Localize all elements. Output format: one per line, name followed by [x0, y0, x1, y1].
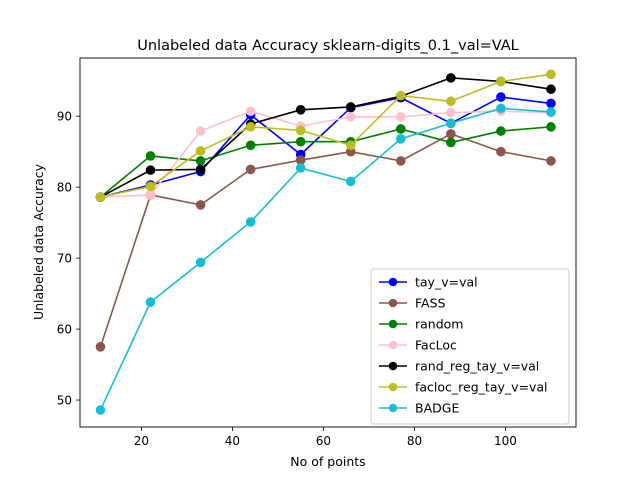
x-tick-label: 40	[225, 434, 240, 448]
legend-label: facloc_reg_tay_v=val	[415, 380, 548, 395]
legend-label: rand_reg_tay_v=val	[415, 359, 539, 374]
data-point	[345, 112, 356, 122]
legend-entry: BADGE	[379, 401, 459, 416]
data-point	[546, 107, 556, 117]
data-point	[446, 73, 456, 83]
data-point	[195, 164, 206, 175]
series-BADGE	[95, 103, 556, 415]
legend-marker	[388, 319, 398, 329]
legend-label: FacLoc	[415, 338, 457, 353]
legend-marker	[388, 340, 398, 350]
legend-marker	[388, 277, 398, 287]
data-point	[546, 122, 556, 132]
legend-label: FASS	[415, 296, 446, 311]
data-point	[345, 102, 356, 112]
data-point	[496, 146, 506, 157]
data-point	[95, 192, 106, 202]
data-point	[396, 156, 406, 166]
data-point	[245, 106, 256, 117]
data-point	[195, 156, 206, 166]
legend-label: random	[415, 317, 463, 332]
series-line	[100, 96, 552, 198]
y-tick-label: 70	[57, 252, 72, 266]
data-point	[195, 146, 206, 156]
data-point	[446, 107, 456, 118]
data-point	[195, 257, 206, 268]
data-point	[245, 164, 256, 175]
data-point	[95, 342, 106, 352]
chart-title: Unlabeled data Accuracy sklearn-digits_0…	[137, 38, 519, 54]
x-axis-label: No of points	[290, 454, 365, 469]
series-line	[99, 107, 552, 411]
axes-frame	[79, 57, 577, 428]
legend-marker	[388, 361, 398, 371]
legend-entry: tay_v=val	[379, 275, 478, 290]
data-point	[295, 105, 306, 115]
data-point	[496, 92, 506, 102]
data-point	[546, 156, 556, 166]
x-tick-label: 20	[134, 434, 149, 448]
data-point	[446, 118, 456, 129]
data-point	[145, 165, 156, 175]
data-point	[396, 90, 406, 101]
legend-label: tay_v=val	[415, 275, 478, 290]
data-point	[195, 200, 206, 210]
data-point	[546, 84, 556, 95]
data-point	[446, 96, 456, 107]
legend: tay_v=val FASS random FacLoc rand_reg_tay_v=…	[370, 268, 570, 425]
legend-box	[370, 268, 570, 425]
x-tick-label: 60	[316, 434, 331, 448]
data-point	[546, 69, 556, 80]
data-point	[295, 136, 306, 147]
data-point	[145, 151, 156, 161]
legend-entry: facloc_reg_tay_v=val	[379, 380, 548, 395]
series-line	[99, 133, 552, 348]
data-point	[345, 140, 356, 151]
legend-entry: rand_reg_tay_v=val	[379, 359, 539, 374]
legend-marker	[388, 403, 398, 413]
data-point	[245, 122, 256, 132]
series-line	[99, 126, 552, 198]
data-point	[446, 137, 456, 148]
x-tick-label: 100	[494, 434, 517, 448]
y-tick-label: 80	[57, 181, 72, 195]
data-point	[145, 297, 156, 307]
y-tick-label: 60	[57, 323, 72, 337]
series-line	[100, 77, 552, 198]
series-FASS	[95, 129, 556, 352]
y-tick-label: 90	[57, 110, 72, 124]
data-point	[145, 190, 156, 200]
y-tick-label: 50	[57, 394, 72, 408]
legend-entry: random	[379, 317, 463, 332]
series-line	[100, 110, 551, 198]
data-point	[95, 405, 106, 415]
y-axis-label: Unlabeled data Accuracy	[31, 163, 46, 320]
x-tick-label: 80	[407, 434, 422, 448]
data-point	[496, 126, 506, 136]
plot-area: 20 40 60 80 100 50 60 70 80 90	[57, 57, 577, 448]
data-point	[295, 125, 306, 136]
series-line	[100, 73, 552, 198]
series-facloc_reg_tay_v=val	[95, 69, 556, 202]
data-point	[345, 176, 356, 187]
legend-entry: FacLoc	[379, 338, 457, 353]
legend-marker	[388, 298, 398, 308]
legend-marker	[388, 382, 398, 392]
data-point	[496, 103, 506, 114]
data-point	[396, 112, 406, 122]
data-point	[245, 140, 256, 151]
data-point	[396, 124, 406, 134]
data-point	[195, 126, 206, 136]
data-point	[396, 134, 406, 144]
data-point	[446, 129, 456, 139]
data-point	[546, 98, 556, 109]
legend-label: BADGE	[415, 401, 459, 416]
data-point	[245, 217, 256, 227]
legend-entry: FASS	[379, 296, 446, 311]
data-point	[145, 181, 156, 192]
data-point	[496, 76, 506, 87]
data-point	[295, 163, 306, 173]
